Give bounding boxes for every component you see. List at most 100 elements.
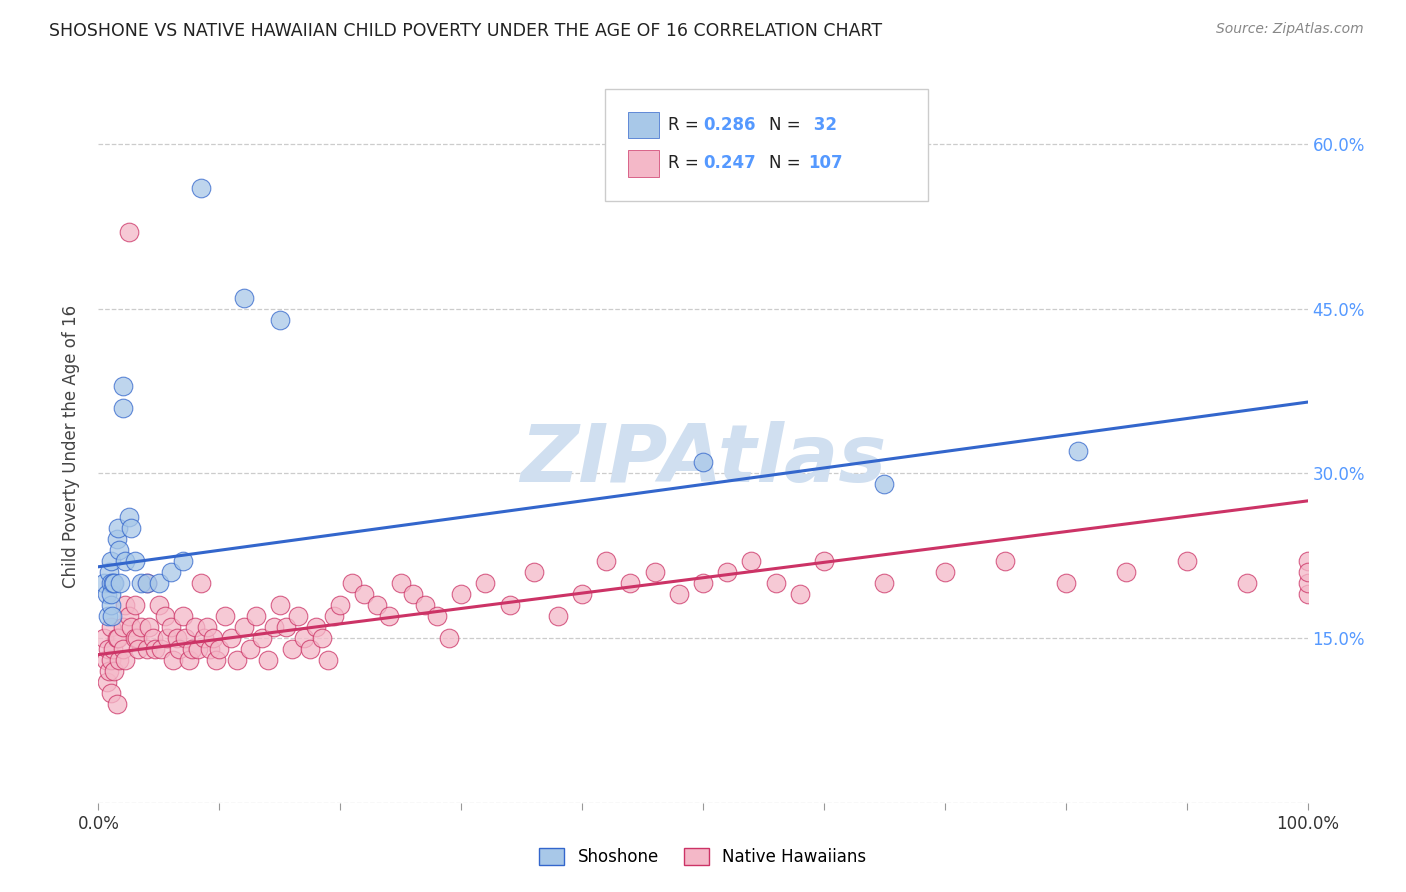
Point — [107, 631, 129, 645]
Point — [813, 554, 835, 568]
Point — [269, 598, 291, 612]
Point — [96, 675, 118, 690]
Point — [1236, 576, 1258, 591]
Point — [111, 642, 134, 657]
Point — [169, 642, 191, 657]
Text: SHOSHONE VS NATIVE HAWAIIAN CHILD POVERTY UNDER THE AGE OF 16 CORRELATION CHART: SHOSHONE VS NATIVE HAWAIIAN CHILD POVERT… — [49, 22, 883, 40]
Point — [103, 576, 125, 591]
Point — [143, 642, 166, 657]
Point — [299, 642, 322, 657]
Point — [644, 566, 666, 580]
Point — [305, 620, 328, 634]
Point — [160, 566, 183, 580]
Point — [114, 554, 136, 568]
Text: R =: R = — [668, 154, 704, 172]
Point — [1296, 554, 1319, 568]
Text: 0.247: 0.247 — [703, 154, 756, 172]
Point — [127, 642, 149, 657]
Point — [108, 576, 131, 591]
Text: N =: N = — [769, 154, 806, 172]
Point — [204, 653, 226, 667]
Point — [142, 631, 165, 645]
Point — [789, 587, 811, 601]
Point — [150, 642, 173, 657]
Point — [108, 653, 131, 667]
Point — [193, 631, 215, 645]
Point — [571, 587, 593, 601]
Point — [221, 631, 243, 645]
Point — [100, 576, 122, 591]
Point — [93, 631, 115, 645]
Point — [100, 587, 122, 601]
Point — [1296, 566, 1319, 580]
Point — [413, 598, 436, 612]
Point — [105, 697, 128, 711]
Point — [353, 587, 375, 601]
Point — [287, 609, 309, 624]
Point — [208, 642, 231, 657]
Point — [97, 609, 120, 624]
Text: R =: R = — [668, 116, 704, 134]
Point — [619, 576, 641, 591]
Point — [256, 653, 278, 667]
Point — [138, 620, 160, 634]
Legend: Shoshone, Native Hawaiians: Shoshone, Native Hawaiians — [533, 841, 873, 873]
Point — [342, 576, 364, 591]
Point — [166, 631, 188, 645]
Point — [195, 620, 218, 634]
Point — [129, 620, 152, 634]
Point — [124, 598, 146, 612]
Point — [250, 631, 273, 645]
Point — [450, 587, 472, 601]
Point — [135, 576, 157, 591]
Point — [118, 510, 141, 524]
Point — [1296, 576, 1319, 591]
Point — [934, 566, 956, 580]
Text: Source: ZipAtlas.com: Source: ZipAtlas.com — [1216, 22, 1364, 37]
Point — [1054, 576, 1077, 591]
Point — [100, 620, 122, 634]
Point — [103, 664, 125, 678]
Point — [156, 631, 179, 645]
Point — [740, 554, 762, 568]
Point — [692, 576, 714, 591]
Point — [595, 554, 617, 568]
Point — [474, 576, 496, 591]
Point — [366, 598, 388, 612]
Point — [105, 631, 128, 645]
Point — [716, 566, 738, 580]
Text: 107: 107 — [808, 154, 844, 172]
Point — [93, 576, 115, 591]
Point — [274, 620, 297, 634]
Point — [162, 653, 184, 667]
Point — [118, 609, 141, 624]
Y-axis label: Child Poverty Under the Age of 16: Child Poverty Under the Age of 16 — [62, 304, 80, 588]
Point — [311, 631, 333, 645]
Point — [98, 664, 121, 678]
Point — [100, 609, 122, 624]
Point — [214, 609, 236, 624]
Point — [101, 642, 124, 657]
Point — [100, 653, 122, 667]
Point — [100, 686, 122, 700]
Point — [523, 566, 546, 580]
Text: 32: 32 — [808, 116, 838, 134]
Point — [245, 609, 267, 624]
Point — [148, 576, 170, 591]
Point — [873, 477, 896, 491]
Point — [202, 631, 225, 645]
Point — [692, 455, 714, 469]
Point — [160, 620, 183, 634]
Point — [187, 642, 209, 657]
Point — [174, 631, 197, 645]
Point — [1296, 587, 1319, 601]
Point — [108, 543, 131, 558]
Point — [232, 291, 254, 305]
Point — [101, 576, 124, 591]
Text: N =: N = — [769, 116, 806, 134]
Point — [190, 181, 212, 195]
Point — [1067, 444, 1090, 458]
Point — [1175, 554, 1198, 568]
Point — [184, 620, 207, 634]
Point — [329, 598, 352, 612]
